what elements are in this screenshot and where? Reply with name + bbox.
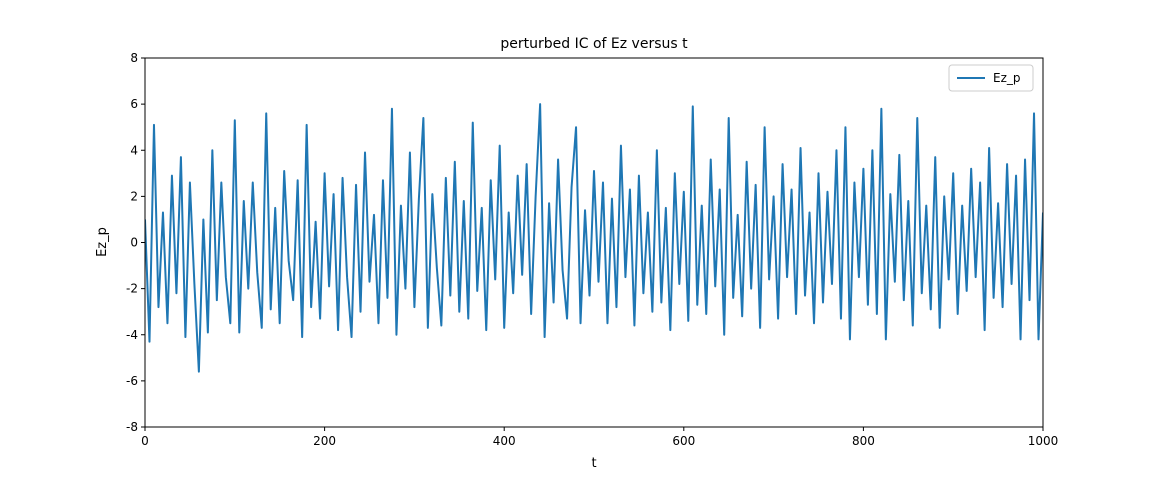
y-tick-label: 2 [130, 189, 138, 203]
x-tick-label: 400 [493, 434, 516, 448]
x-tick-label: 600 [672, 434, 695, 448]
chart-title: perturbed IC of Ez versus t [500, 36, 688, 52]
data-line [145, 103, 1043, 373]
legend: Ez_p [948, 64, 1034, 92]
y-tick-label: 0 [130, 236, 138, 250]
x-tick-label: 1000 [1028, 434, 1059, 448]
y-tick-label: -4 [126, 328, 138, 342]
y-tick-label: -2 [126, 282, 138, 296]
legend-label: Ez_p [993, 71, 1021, 85]
y-tick-label: -8 [126, 420, 138, 434]
x-tick-label: 200 [313, 434, 336, 448]
y-axis-label: Ez_p [95, 227, 110, 257]
legend-box [948, 64, 1034, 92]
x-axis-label: t [591, 456, 596, 471]
y-tick-label: 8 [130, 51, 138, 65]
y-tick-label: -6 [126, 374, 138, 388]
x-tick-label: 800 [852, 434, 875, 448]
x-tick-label: 0 [141, 434, 149, 448]
y-tick-label: 6 [130, 97, 138, 111]
y-tick-label: 4 [130, 143, 138, 157]
